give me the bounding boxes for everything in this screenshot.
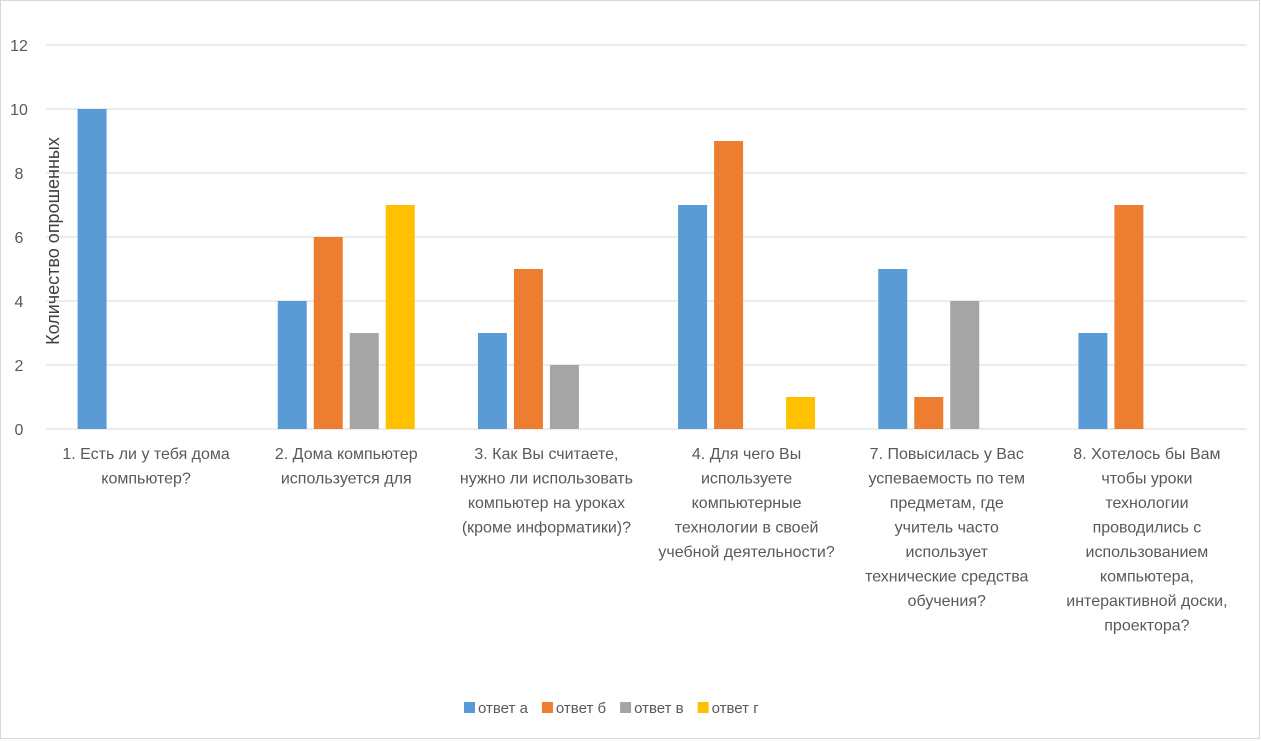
bar-1-2 — [277, 301, 307, 429]
y-tick-label: 6 — [15, 230, 24, 247]
category-label-line: используется для — [281, 471, 412, 488]
y-tick-label: 8 — [15, 166, 24, 183]
legend-item: ответ б — [541, 700, 606, 717]
legend-label: ответ б — [556, 700, 606, 717]
bars — [77, 109, 1144, 429]
category-label-line: учебной деятельности? — [658, 544, 834, 561]
category-label-line: учитель часто — [895, 520, 999, 537]
bar-1-1 — [77, 109, 107, 429]
bar-3-5 — [950, 301, 980, 429]
bar-2-6 — [1114, 205, 1144, 429]
category-label-line: компьютер на уроках — [468, 495, 625, 512]
category-label-line: компьютер? — [101, 471, 191, 488]
y-tick-label: 10 — [10, 102, 28, 119]
y-tick-label: 4 — [15, 294, 24, 311]
legend-swatch — [464, 702, 475, 713]
legend-swatch — [620, 702, 632, 713]
bar-1-6 — [1078, 333, 1108, 429]
category-label-line: (кроме информатики)? — [462, 520, 631, 537]
legend-item: ответ в — [620, 700, 684, 717]
legend-item: ответ а — [464, 700, 529, 717]
category-label-line: чтобы уроки — [1101, 471, 1192, 488]
y-tick-label: 12 — [10, 38, 28, 55]
gridlines — [46, 44, 1247, 430]
legend-label: ответ а — [478, 700, 529, 717]
bar-1-3 — [477, 333, 507, 429]
category-label-line: использует — [906, 544, 989, 561]
category-label-line: интерактивной доски, — [1066, 593, 1227, 610]
category-label-line: проектора? — [1104, 618, 1189, 635]
category-label: 8. Хотелось бы Вам чтобы уроки технологии п… — [1066, 446, 1227, 635]
legend-item: ответ г — [697, 700, 760, 717]
category-label-line: использованием — [1086, 544, 1209, 561]
bar-3-2 — [349, 333, 379, 429]
legend: ответ а ответ б ответ в ответ г — [464, 700, 759, 717]
category-label-line: используете — [701, 471, 792, 488]
bar-2-4 — [714, 141, 744, 429]
category-label-line: 3. Как Вы считаете, — [474, 446, 618, 463]
bar-2-5 — [914, 397, 944, 429]
category-label-line: технические средства — [865, 569, 1028, 586]
category-label: 3. Как Вы считаете, нужно ли использовать… — [460, 446, 633, 537]
bar-2-2 — [313, 237, 343, 429]
category-label-line: обучения? — [908, 593, 986, 610]
y-axis-title: Количество опрошенных — [43, 137, 63, 345]
bar-4-4 — [786, 397, 816, 429]
y-axis-ticks: 0 2 4 6 8 10 12 — [10, 38, 28, 439]
bar-1-4 — [678, 205, 708, 429]
category-label-line: предметам, где — [890, 495, 1004, 512]
category-label: 7. Повысилась у Вас успеваемость по тем пр… — [865, 446, 1028, 610]
legend-label: ответ в — [634, 700, 684, 717]
category-label-line: 2. Дома компьютер — [275, 446, 418, 463]
category-label-line: компьютерные — [692, 495, 802, 512]
category-label: 1. Есть ли у тебя дома компьютер? — [62, 446, 230, 488]
y-tick-label: 0 — [15, 422, 24, 439]
category-label: 2. Дома компьютер используется для — [275, 446, 418, 488]
legend-label: ответ г — [712, 700, 760, 717]
legend-swatch — [541, 702, 553, 713]
category-label-line: компьютера, — [1100, 569, 1194, 586]
bar-3-3 — [549, 365, 579, 429]
category-labels: 1. Есть ли у тебя дома компьютер? 2. Дома … — [62, 446, 1227, 635]
category-label-line: 1. Есть ли у тебя дома — [62, 446, 230, 463]
category-label: 4. Для чего Вы используете компьютерные тех… — [658, 446, 834, 561]
category-label-line: нужно ли использовать — [460, 471, 633, 488]
category-label-line: 4. Для чего Вы — [692, 446, 801, 463]
category-label-line: успеваемость по тем — [868, 471, 1025, 488]
category-label-line: 7. Повысилась у Вас — [870, 446, 1024, 463]
category-label-line: проводились с — [1093, 520, 1202, 537]
category-label-line: технологии в своей — [675, 520, 819, 537]
legend-swatch — [697, 702, 709, 713]
bar-4-2 — [385, 205, 415, 429]
y-tick-label: 2 — [15, 358, 24, 375]
bar-2-3 — [513, 269, 543, 429]
bar-1-5 — [878, 269, 908, 429]
category-label-line: 8. Хотелось бы Вам — [1073, 446, 1220, 463]
category-label-line: технологии — [1105, 495, 1188, 512]
